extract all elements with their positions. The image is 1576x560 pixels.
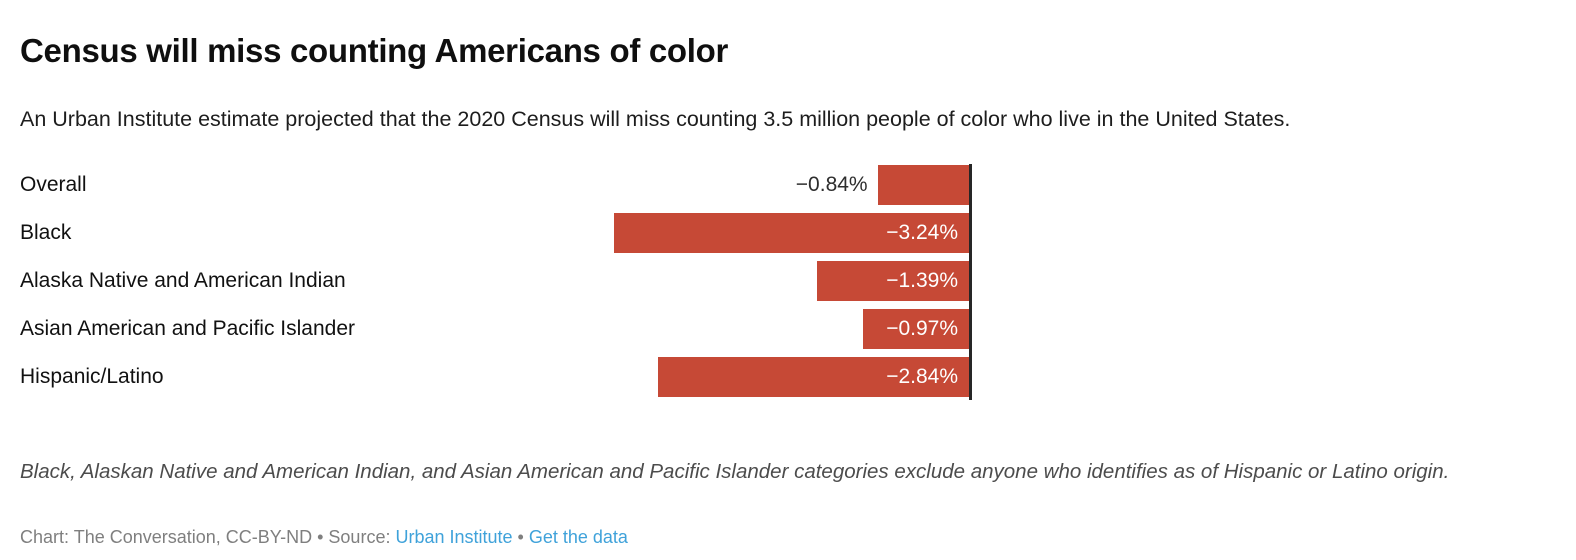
- bar-overall: −0.84%: [796, 165, 970, 205]
- bar-value-label: −0.97%: [886, 317, 958, 340]
- chart-row-hispanic-latino: Hispanic/Latino −2.84%: [0, 357, 1576, 397]
- chart-row-overall: Overall −0.84%: [0, 165, 1576, 205]
- bar-hispanic-latino: −2.84%: [657, 357, 970, 397]
- chart-subtitle: An Urban Institute estimate projected th…: [20, 106, 1291, 131]
- category-label: Hispanic/Latino: [20, 365, 164, 388]
- credit-line: Chart: The Conversation, CC-BY-ND • Sour…: [20, 527, 628, 548]
- category-label: Asian American and Pacific Islander: [20, 317, 356, 340]
- zero-baseline: [969, 164, 972, 400]
- chart-title: Census will miss counting Americans of c…: [20, 32, 729, 70]
- footnote: Black, Alaskan Native and American India…: [20, 459, 1450, 483]
- chart-row-black: Black −3.24%: [0, 213, 1576, 253]
- bar-asian-american-pacific-islander: −0.97%: [863, 309, 970, 349]
- bar-black: −3.24%: [613, 213, 970, 253]
- bar-alaska-native-american-indian: −1.39%: [817, 261, 970, 301]
- get-the-data-link[interactable]: Get the data: [528, 527, 628, 547]
- category-label: Black: [20, 221, 72, 244]
- bar-value-label: −0.84%: [795, 173, 868, 196]
- credit-separator: •: [512, 527, 529, 547]
- chart-row-asian-american-pacific-islander: Asian American and Pacific Islander −0.9…: [0, 309, 1576, 349]
- bar-value-label: −3.24%: [886, 221, 958, 244]
- bar-value-label: −2.84%: [886, 365, 958, 388]
- bar-value-label: −1.39%: [886, 269, 958, 292]
- source-link[interactable]: Urban Institute: [395, 527, 513, 547]
- category-label: Overall: [20, 173, 87, 196]
- category-label: Alaska Native and American Indian: [20, 269, 346, 292]
- chart-row-alaska-native-american-indian: Alaska Native and American Indian −1.39%: [0, 261, 1576, 301]
- credit-prefix: Chart: The Conversation, CC-BY-ND • Sour…: [20, 527, 396, 547]
